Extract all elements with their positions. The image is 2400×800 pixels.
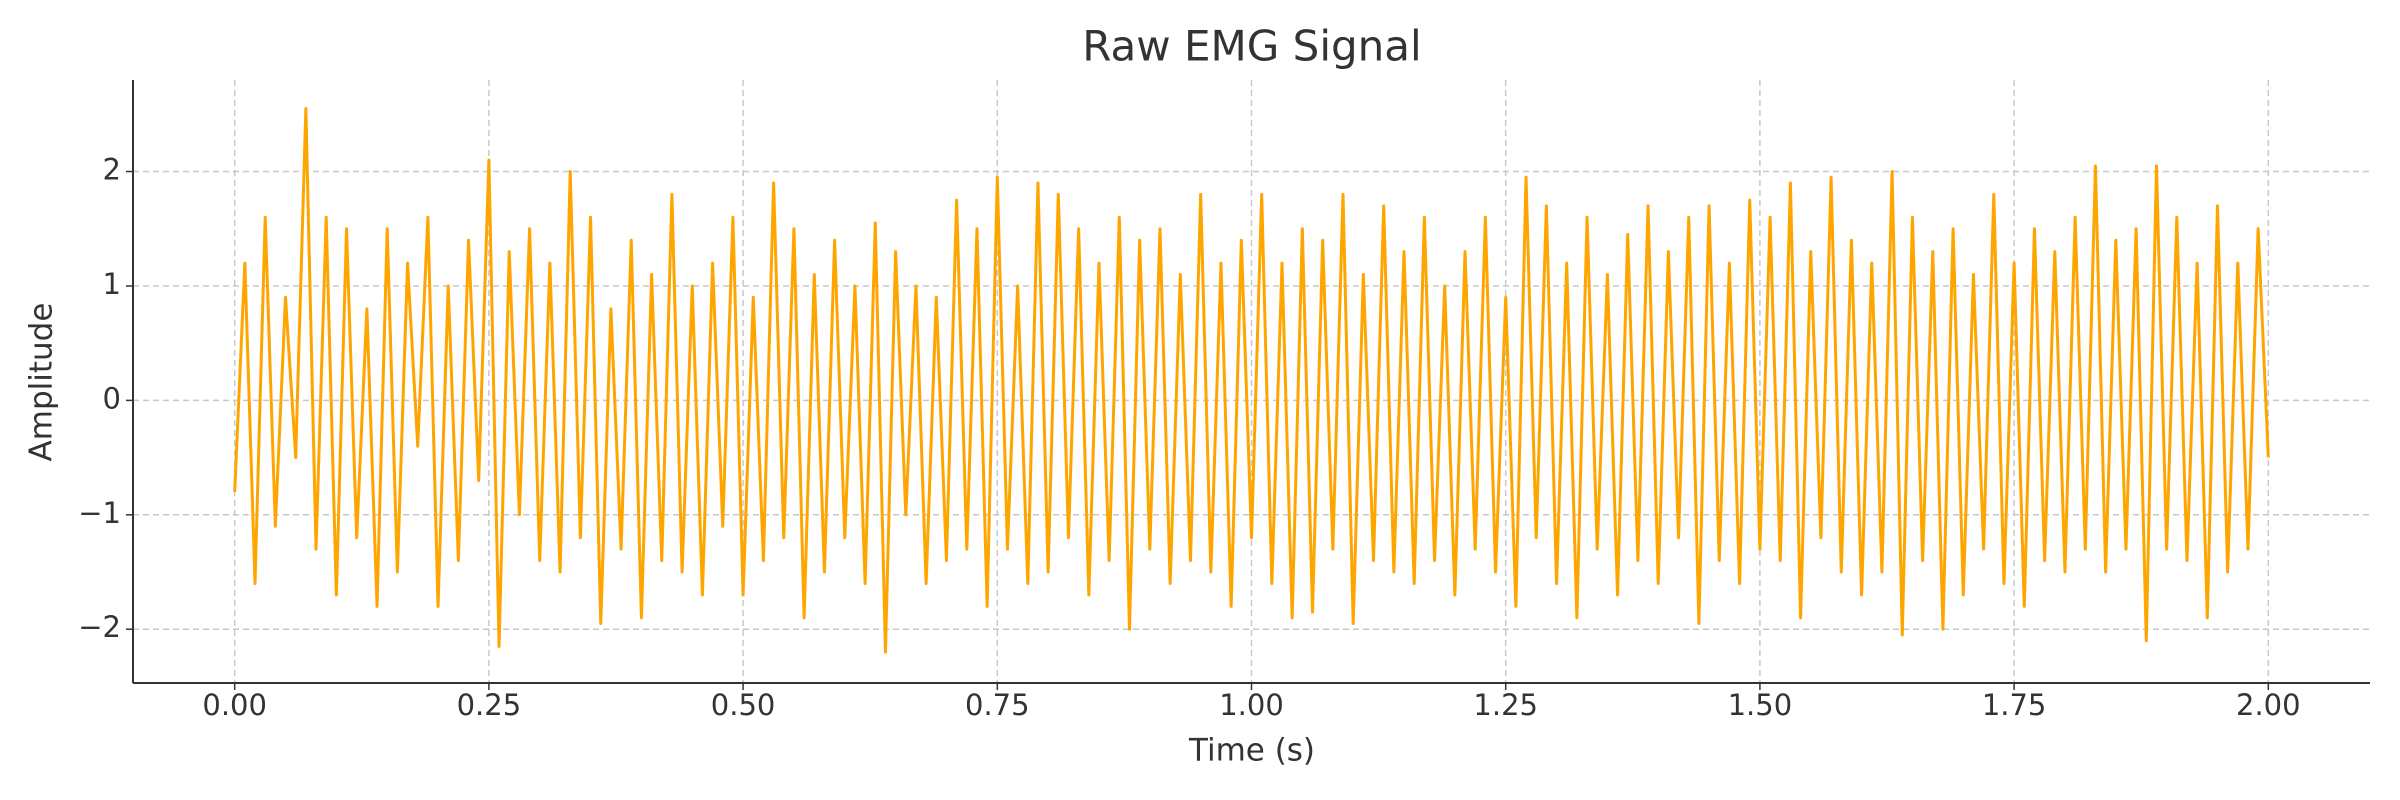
y-axis-label: Amplitude xyxy=(24,303,60,462)
x-tick-label: 0.50 xyxy=(711,688,776,722)
x-tick-label: 0.25 xyxy=(457,688,522,722)
x-tick-label: 1.00 xyxy=(1219,688,1284,722)
x-tick-label: 2.00 xyxy=(2236,688,2301,722)
y-tick-label: 2 xyxy=(103,153,121,187)
x-tick-label: 0.00 xyxy=(202,688,267,722)
y-tick-label: −2 xyxy=(78,610,121,644)
x-tick-label: 0.75 xyxy=(965,688,1030,722)
y-tick-label: 1 xyxy=(103,267,121,301)
x-tick-label: 1.75 xyxy=(1982,688,2047,722)
x-axis-label: Time (s) xyxy=(1188,733,1315,769)
x-tick-label: 1.50 xyxy=(1728,688,1793,722)
x-tick-label: 1.25 xyxy=(1473,688,1538,722)
y-tick-label: −1 xyxy=(78,496,121,530)
chart-title: Raw EMG Signal xyxy=(1082,22,1421,71)
y-tick-label: 0 xyxy=(103,381,121,415)
signal-line xyxy=(233,107,2270,654)
